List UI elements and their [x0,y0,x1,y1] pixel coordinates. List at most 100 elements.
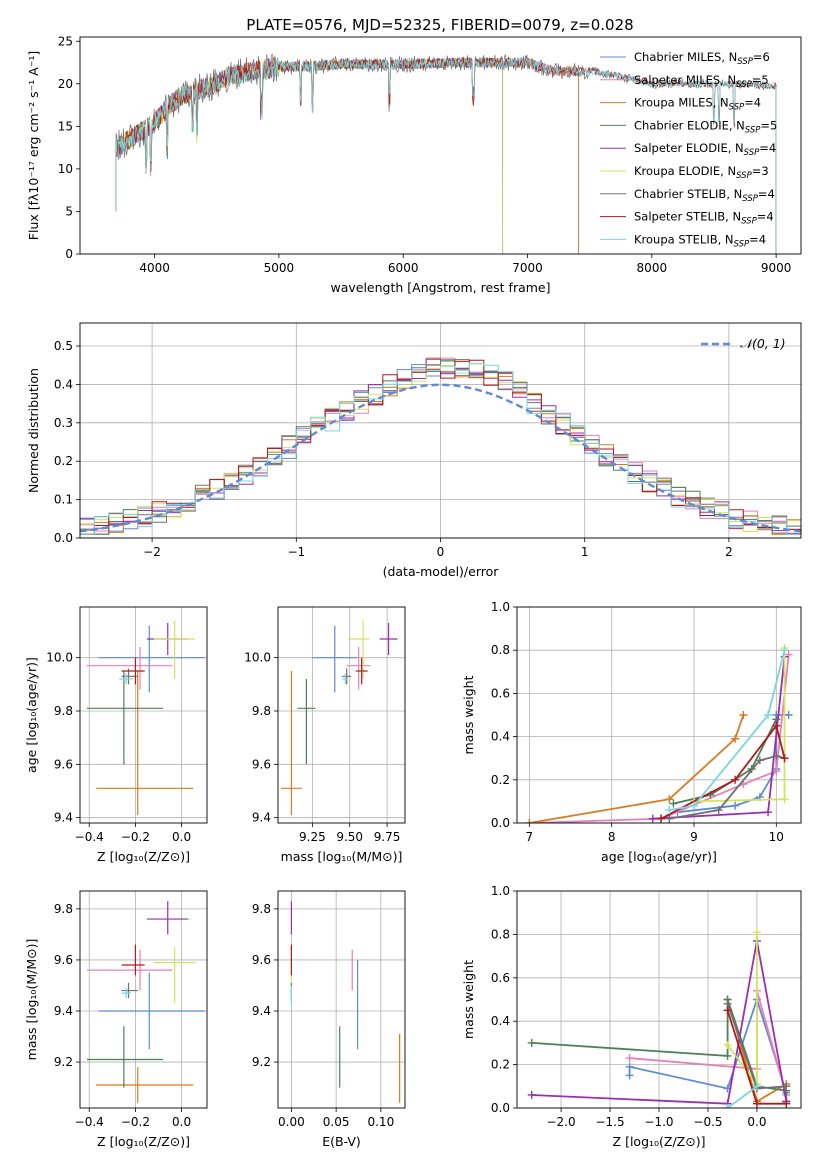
axes-frame [79,890,208,1109]
x-tick-label: −2 [143,545,161,559]
y-tick-label: 0.8 [491,927,510,941]
weight-marker [625,1062,634,1071]
x-tick-label: 0.00 [278,1115,305,1129]
y-tick-label: 15 [58,119,73,133]
errorbar-salpeter-miles [346,647,371,690]
axes: −2 −1 0 1 2 0.0 0.1 0.2 0.3 0.4 0.5 (data-model)/er… [26,322,802,579]
errorbar-chabrier-miles [98,625,205,693]
y-tick-label: 9.8 [54,704,73,718]
y-tick-label: 9.8 [54,902,73,916]
weight-marker [648,814,657,823]
weight-marker [772,767,781,776]
x-tick-label: 10 [769,830,784,844]
weight-marker [731,775,740,784]
y-tick-label: 9.4 [252,1004,271,1018]
errorbar-kroupa-stelib [121,988,131,999]
legend-label: Chabrier STELIB, NSSP=4 [634,187,775,204]
errorbar-salpeter-stelib [355,657,368,685]
weight-marker [527,1038,536,1047]
y-tick-label: 0.2 [491,773,510,787]
x-tick-label: 0.05 [323,1115,350,1129]
legend-label: 𝒩(0, 1) [740,336,786,351]
y-tick-label: 9.6 [252,757,271,771]
y-tick-label: 0.6 [491,686,510,700]
plot-area [80,357,801,535]
errorbar-chabrier-stelib [342,668,352,685]
weight-marker [723,1104,732,1108]
weight-marker [780,646,789,655]
x-tick-label: −1.5 [595,1115,624,1129]
y-tick-label: 9.2 [252,1055,271,1069]
x-tick-label: −1.0 [644,1115,673,1129]
axes-frame [277,890,406,1109]
weight-marker [731,801,740,810]
panel-mass-vs-Z: −0.4 −0.2 0.0 9.2 9.4 9.6 9.8 Z [log₁₀(Z/Z⊙)] ma… [24,890,208,1149]
errorbar-kroupa-miles [96,671,194,815]
grid [80,607,207,823]
normal-curve [80,383,801,533]
weight-marker [772,752,781,761]
errorbar-kroupa-elodie [348,620,370,679]
weight-marker [764,808,773,817]
weight-marker [723,1006,732,1015]
errorbar-kroupa-miles [96,1067,194,1103]
x-axis-label: age [log₁₀(age/yr)] [601,849,717,864]
y-tick-label: 0.5 [54,339,73,353]
axes-frame [277,606,406,824]
x-axis-label: E(B-V) [322,1134,361,1149]
x-tick-label: 8000 [637,261,668,275]
x-tick-label: 1 [581,545,589,559]
x-tick-label: 8 [608,830,616,844]
legend-label: Salpeter MILES, NSSP=5 [634,73,769,90]
legend-label: Kroupa MILES, NSSP=4 [634,96,761,113]
legend-label: Salpeter ELODIE, NSSP=4 [634,141,776,158]
y-tick-label: 10 [58,162,73,176]
x-axis-label: (data-model)/error [383,564,500,579]
axes-frame [79,36,802,255]
weight-marker [723,1041,732,1050]
errorbar-salpeter-stelib [121,944,145,976]
errorbar-salpeter-elodie [146,901,189,935]
x-tick-label: −0.2 [121,830,150,844]
x-tick-label: −0.4 [75,1115,104,1129]
weight-marker [665,795,674,804]
y-tick-label: 0.4 [54,377,73,391]
panel-spectrum: 4000 5000 6000 7000 8000 9000 0 5 10 15 20 25 wavele… [26,34,802,295]
weight-marker [780,795,789,804]
x-tick-label: 0.10 [367,1115,394,1129]
axes-frame [79,606,208,824]
y-tick-label: 0.2 [54,454,73,468]
x-tick-label: 9.50 [336,830,363,844]
spectrum-kroupa-elodie [115,56,504,254]
axes: 4000 5000 6000 7000 8000 9000 0 5 10 15 20 25 wavele… [26,34,802,295]
spectrum-salpeter-stelib [115,56,777,254]
grid [80,891,207,1108]
x-axis-label: Z [log₁₀(Z/Z⊙)] [613,1134,706,1149]
x-tick-label: 0.0 [747,1115,766,1129]
x-tick-label: 7000 [512,261,543,275]
weight-marker [723,1051,732,1060]
panel-mass-vs-ebv: 0.00 0.05 0.10 9.2 9.4 9.6 9.8 E(B-V) [252,890,406,1149]
x-tick-label: 0.0 [172,830,191,844]
weight-marker [752,1082,761,1091]
x-tick-label: −0.4 [75,830,104,844]
legend-label: Kroupa ELODIE, NSSP=3 [634,164,769,181]
y-tick-label: 1.0 [491,600,510,614]
x-tick-label: 2 [725,545,733,559]
weight-marker [784,711,793,719]
axes: 7 8 9 10 0.0 0.2 0.4 0.6 0.8 1.0 age [log₁₀(age/yr… [461,600,802,864]
weight-marker [782,1099,791,1108]
panel-weight-vs-age: 7 8 9 10 0.0 0.2 0.4 0.6 0.8 1.0 age [log₁₀(age/yr… [461,600,802,864]
plot-area [525,644,793,823]
grid [278,607,405,823]
x-axis-label: Z [log₁₀(Z/Z⊙)] [97,849,190,864]
figure-title: PLATE=0576, MJD=52325, FIBERID=0079, z=0… [246,16,633,34]
legend-label: Kroupa STELIB, NSSP=4 [634,232,766,249]
y-tick-label: 0.3 [54,416,73,430]
legend-label: Salpeter STELIB, NSSP=4 [634,210,774,227]
spectrum-chabrier-elodie [115,56,504,254]
x-tick-label: 9.75 [374,830,401,844]
weight-marker [665,814,674,823]
weight-marker [657,814,666,823]
errorbar-chabrier-stelib [121,982,138,999]
